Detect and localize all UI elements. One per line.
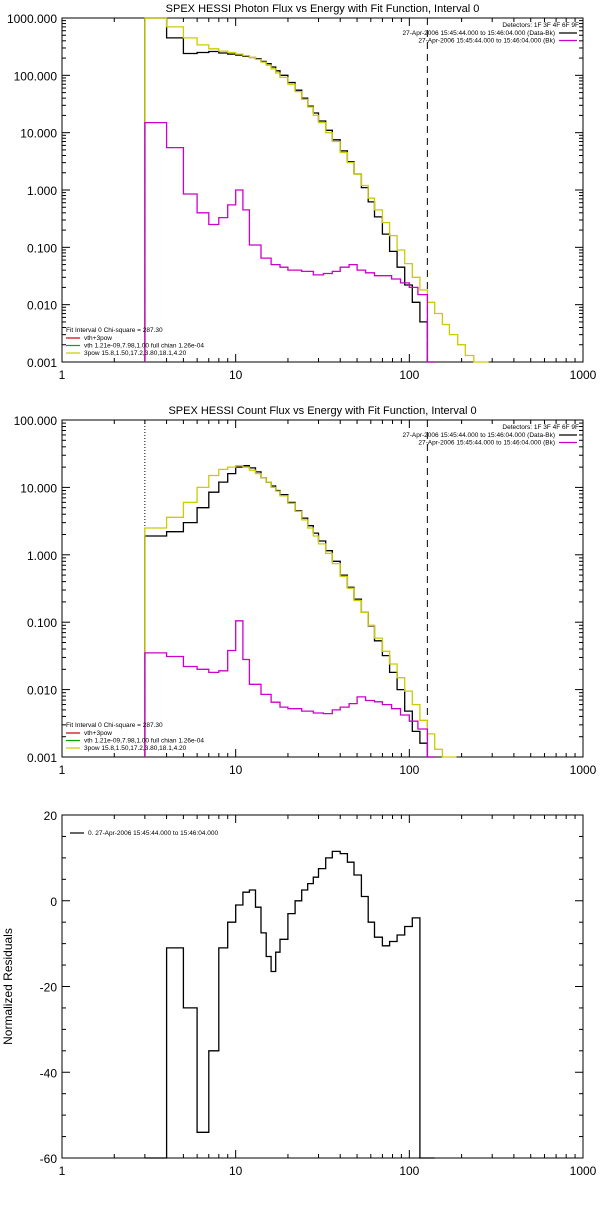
fit-legend-header-0: Fit Interval 0 Chi-square = 287.30: [66, 327, 163, 334]
y-tick-label-0-6: 1000.000: [7, 12, 57, 26]
plot-frame-1: [61, 419, 584, 758]
y-tick-label-0-5: 100.000: [14, 69, 58, 83]
legend-label-0-0: 27-Apr-2006 15:45:44.000 to 15:46:04.000…: [403, 30, 556, 37]
fit-legend-label-1-2: 3pow 15.8,1.50,17.2,3.80,18.1,4.20: [84, 745, 187, 752]
series-line-1-3pow: [144, 465, 457, 758]
y-tick-label-0-4: 10.000: [20, 127, 57, 141]
series-line-2-0-27-apr-2006-15-45-44-000-to-15-46-04-000: [144, 850, 435, 1159]
x-tick-label-2-2: 100: [399, 1164, 419, 1178]
y-tick-label-1-5: 100.000: [14, 414, 58, 428]
x-tick-label-1-3: 1000: [570, 763, 597, 777]
y-tick-label-2-2: -20: [40, 981, 58, 995]
x-tick-label-1-2: 100: [399, 763, 419, 777]
y-tick-label-2-1: -40: [40, 1066, 58, 1080]
chart-title-0: SPEX HESSI Photon Flux vs Energy with Fi…: [166, 3, 480, 15]
legend-label-0-1: 27-Apr-2006 15:45:44.000 to 15:46:04.000…: [418, 38, 555, 45]
y-tick-label-2-0: -60: [40, 1152, 58, 1166]
x-tick-label-0-3: 1000: [570, 368, 597, 382]
x-tick-label-0-1: 10: [229, 368, 243, 382]
series-line-1-data-bk: [144, 465, 435, 758]
series-line-0-data-bk: [144, 17, 435, 363]
x-tick-label-2-3: 1000: [570, 1164, 597, 1178]
y-tick-label-0-0: 0.001: [27, 356, 57, 370]
y-tick-label-0-2: 0.100: [27, 241, 57, 255]
x-tick-label-0-0: 1: [59, 368, 66, 382]
x-tick-label-1-0: 1: [59, 763, 66, 777]
fit-legend-label-1-0: vth+3pow: [84, 730, 112, 737]
series-line-0-3pow: [144, 17, 489, 363]
y-tick-label-1-1: 0.010: [27, 684, 57, 698]
x-tick-label-1-1: 10: [229, 763, 243, 777]
x-tick-label-2-1: 10: [229, 1164, 243, 1178]
plot-frame-2: [61, 814, 584, 1159]
y-tick-label-1-0: 0.001: [27, 751, 57, 765]
fit-legend-header-1: Fit Interval 0 Chi-square = 287.30: [66, 722, 163, 729]
legend-label-1-0: 27-Apr-2006 15:45:44.000 to 15:46:04.000…: [403, 432, 556, 439]
series-line-1-bk: [144, 620, 435, 758]
legend-label-1-1: 27-Apr-2006 15:45:44.000 to 15:46:04.000…: [418, 440, 555, 447]
fit-legend-label-1-1: vth 1.21e-09,7.98,1.00 full chian 1.26e-…: [84, 738, 204, 745]
legend-label-2-0: 0. 27-Apr-2006 15:45:44.000 to 15:46:04.…: [88, 830, 218, 837]
series-line-0-bk: [144, 121, 435, 363]
fit-legend-label-0-2: 3pow 15.8,1.50,17.2,3.80,18.1,4.20: [84, 350, 187, 357]
y-tick-label-2-4: 20: [44, 809, 58, 823]
y-tick-label-0-3: 1.000: [27, 184, 57, 198]
y-tick-label-1-2: 0.100: [27, 616, 57, 630]
legend-header-1: Detectors: 1F 3F 4F 6F 9F: [502, 424, 579, 431]
legend-header-0: Detectors: 1F 3F 4F 6F 9F: [502, 22, 579, 29]
y-axis-label-2: Normalized Residuals: [1, 928, 15, 1045]
x-tick-label-2-0: 1: [59, 1164, 66, 1178]
y-tick-label-2-3: 0: [50, 895, 57, 909]
fit-legend-label-0-1: vth 1.21e-09,7.98,1.00 full chian 1.26e-…: [84, 343, 204, 350]
plot-frame-0: [61, 17, 584, 363]
y-tick-label-1-3: 1.000: [27, 549, 57, 563]
chart-title-1: SPEX HESSI Count Flux vs Energy with Fit…: [168, 405, 476, 417]
x-tick-label-0-2: 100: [399, 368, 419, 382]
y-tick-label-1-4: 10.000: [20, 481, 57, 495]
fit-legend-label-0-0: vth+3pow: [84, 335, 112, 342]
y-tick-label-0-1: 0.010: [27, 299, 57, 313]
